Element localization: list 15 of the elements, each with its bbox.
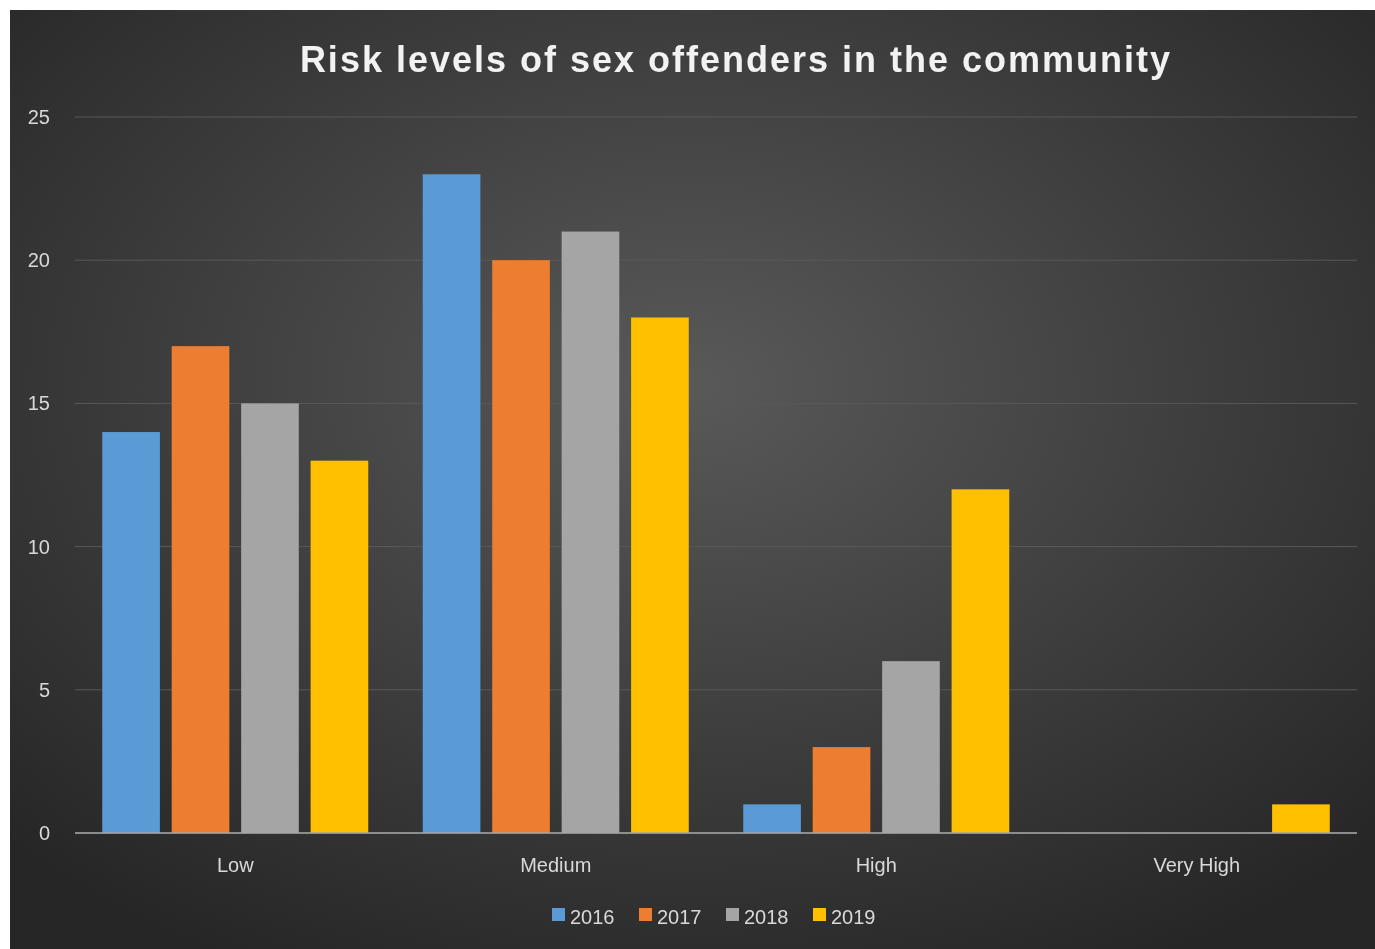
y-tick-label: 0 <box>38 822 50 844</box>
x-tick-label: Medium <box>520 854 592 876</box>
legend-label: 2017 <box>657 906 702 928</box>
legend-label: 2016 <box>570 906 615 928</box>
x-tick-label: High <box>855 854 897 876</box>
legend-label: 2018 <box>744 906 789 928</box>
y-tick-label: 25 <box>27 106 50 128</box>
chart-title: Risk levels of sex offenders in the community <box>299 39 1173 80</box>
x-tick-label: Very High <box>1153 854 1241 876</box>
y-tick-label: 20 <box>27 249 50 272</box>
y-tick-label: 10 <box>27 535 50 558</box>
legend-label: 2019 <box>831 906 876 928</box>
y-tick-label: 15 <box>27 392 50 415</box>
x-tick-label: Low <box>216 854 255 876</box>
y-tick-label: 5 <box>38 678 50 701</box>
